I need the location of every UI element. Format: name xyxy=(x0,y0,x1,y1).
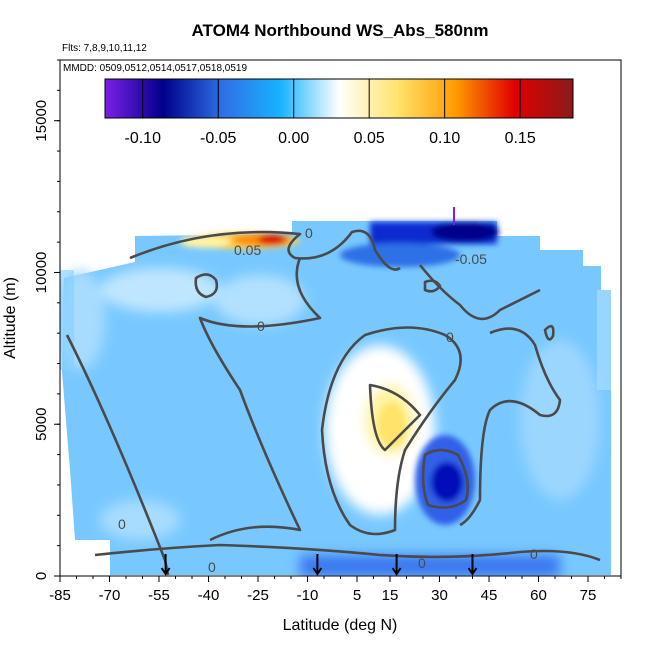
contour-bottom xyxy=(94,543,601,562)
colorbar-tick-label: 0.00 xyxy=(278,130,309,147)
x-axis-label: Latitude (deg N) xyxy=(283,617,398,634)
contour-label: 0 xyxy=(257,318,265,334)
contour-label-group: 0 0 0 0 0 0 0 -0.05 0.05 xyxy=(118,225,538,575)
contour-lines xyxy=(65,229,601,576)
y-tick-label: 10000 xyxy=(33,252,50,294)
contour-label: 0 xyxy=(530,546,538,562)
colorbar-tick-label: 0.05 xyxy=(354,130,385,147)
x-tick-label: 30 xyxy=(431,587,448,604)
x-tick-label: -25 xyxy=(247,587,269,604)
dates-note: MMDD: 0509,0512,0514,0517,0518,0519 xyxy=(63,63,247,74)
colorbar-ticks: -0.10 -0.05 0.00 0.05 0.10 0.15 xyxy=(125,79,536,147)
contour-upper-left-loop xyxy=(194,273,219,299)
x-tick-label: 5 xyxy=(353,587,361,604)
chart-title: ATOM4 Northbound WS_Abs_580nm xyxy=(192,21,489,40)
x-axis: -85 -70 -55 -40 -25 -10 5 15 30 45 60 75 xyxy=(49,576,622,604)
contour-label: -0.05 xyxy=(455,251,487,267)
colorbar-tick-label: -0.05 xyxy=(200,130,237,147)
contour-mid-positive xyxy=(320,326,462,536)
contour-label: 0.05 xyxy=(234,242,261,258)
contour-label: 0 xyxy=(305,225,313,241)
x-tick-label: 15 xyxy=(382,587,399,604)
profile-marker-arrow xyxy=(312,554,323,576)
contour-mid-positive-inner xyxy=(368,383,422,452)
x-tick-label: 75 xyxy=(580,587,597,604)
profile-markers xyxy=(160,554,478,576)
colorbar-tick-label: 0.10 xyxy=(429,130,460,147)
x-tick-label: -55 xyxy=(148,587,170,604)
contour-label: 0 xyxy=(118,516,126,532)
colorbar: -0.10 -0.05 0.00 0.05 0.10 0.15 xyxy=(104,78,574,147)
contour-left-long xyxy=(198,257,322,542)
contour-label: 0 xyxy=(446,329,454,345)
contour-upper-positive xyxy=(129,229,401,271)
y-axis-label: Altitude (m) xyxy=(2,277,19,359)
x-tick-label: -40 xyxy=(198,587,220,604)
colorbar-tick-label: -0.10 xyxy=(125,130,162,147)
profile-marker-arrow xyxy=(160,554,171,576)
contour-label: 0 xyxy=(208,559,216,575)
contour-mid-negative xyxy=(421,448,470,509)
colorbar-ramp xyxy=(104,78,574,119)
contour-label: 0 xyxy=(418,555,426,571)
y-axis: 0 5000 10000 15000 xyxy=(33,59,60,580)
y-tick-label: 5000 xyxy=(33,408,50,441)
heatmap-field xyxy=(60,221,611,576)
contour-small-loop xyxy=(423,279,442,293)
flights-note: Flts: 7,8,9,10,11,12 xyxy=(62,43,147,54)
x-tick-label: -10 xyxy=(297,587,319,604)
y-tick-label: 0 xyxy=(33,572,50,580)
x-tick-label: 60 xyxy=(530,587,547,604)
contour-right-loop xyxy=(459,327,562,527)
x-tick-label: -85 xyxy=(49,587,71,604)
x-tick-label: 45 xyxy=(481,587,498,604)
y-tick-label: 15000 xyxy=(33,100,50,142)
profile-marker-arrow xyxy=(391,554,402,576)
contour-right-small xyxy=(543,324,555,341)
colorbar-tick-label: 0.15 xyxy=(505,130,536,147)
x-tick-label: -70 xyxy=(99,587,121,604)
contour-left-slant xyxy=(65,334,170,576)
profile-marker-arrow xyxy=(467,554,478,576)
